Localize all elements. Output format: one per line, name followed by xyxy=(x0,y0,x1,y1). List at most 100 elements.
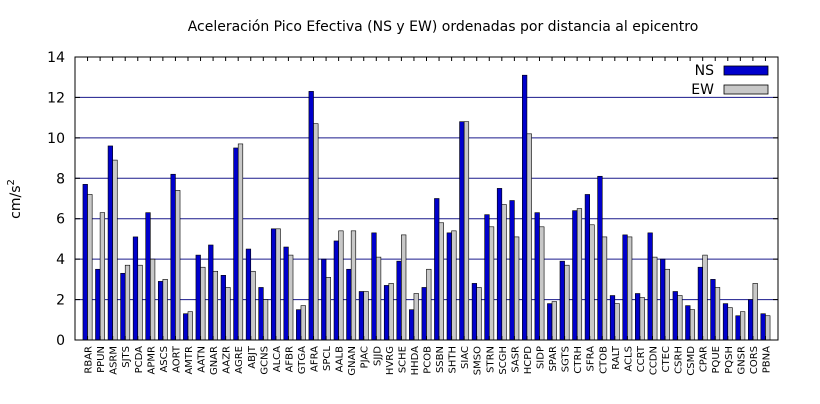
bar-ew xyxy=(652,256,658,341)
x-tick-label: SFRA xyxy=(586,346,597,372)
y-tick-label: 8 xyxy=(56,171,65,187)
x-tick-label: ASRM xyxy=(109,346,120,375)
x-tick-label: GCNS xyxy=(259,346,270,375)
bar-ew xyxy=(526,133,532,341)
x-tick-label: GTGA xyxy=(297,346,308,374)
bar-ns xyxy=(321,258,327,341)
bar-ns xyxy=(95,268,101,341)
x-tick-label: CCDN xyxy=(648,346,659,375)
x-tick-label: AFBR xyxy=(284,346,295,372)
x-tick-label: SMSO xyxy=(473,346,484,375)
bar-ew xyxy=(388,283,394,341)
bar-ns xyxy=(434,198,440,341)
bar-ns xyxy=(697,266,703,341)
bar-ns xyxy=(333,240,339,341)
bar-ew xyxy=(576,208,583,341)
bar-ns xyxy=(421,287,427,341)
bar-ns xyxy=(208,244,214,341)
bar-ew xyxy=(112,159,118,341)
x-tick-label: AALB xyxy=(335,346,346,373)
bar-ns xyxy=(170,173,176,341)
bar-ew xyxy=(275,228,281,341)
x-tick-label: AAZR xyxy=(222,346,233,374)
x-tick-label: CORS xyxy=(749,346,760,374)
x-tick-label: CTRH xyxy=(573,346,584,374)
bar-ns xyxy=(195,254,201,341)
legend-label: EW xyxy=(691,82,714,98)
bar-ns xyxy=(383,285,390,341)
x-tick-label: GNAR xyxy=(209,346,220,375)
bar-ew xyxy=(363,291,369,341)
bar-ew xyxy=(250,270,256,341)
bar-ew xyxy=(212,270,218,341)
bar-ew xyxy=(488,226,495,341)
legend-label: NS xyxy=(695,63,714,79)
legend: NS EW xyxy=(691,63,769,98)
bar-ew xyxy=(288,254,294,341)
bar-ew xyxy=(727,307,733,341)
bar-ns xyxy=(735,315,741,341)
y-ticks: 0 2 4 6 8 10 12 14 xyxy=(47,50,778,349)
bar-ew xyxy=(627,236,633,341)
x-tick-label: STRN xyxy=(485,346,496,373)
bar-ns xyxy=(722,303,729,341)
y-tick-label: 4 xyxy=(56,252,65,268)
bar-ew xyxy=(413,293,419,341)
y-axis-label-superscript: 2 xyxy=(6,179,17,185)
x-tick-label: ABJT xyxy=(247,345,258,369)
bar-ew xyxy=(501,204,507,341)
x-tick-label: APMR xyxy=(146,346,157,374)
x-tick-label: CPAR xyxy=(699,346,710,372)
bar-ns xyxy=(132,236,139,341)
y-tick-label: 6 xyxy=(56,212,65,228)
bar-ns xyxy=(233,147,239,341)
bar-ew xyxy=(187,311,193,341)
x-tick-label: SJJD xyxy=(372,346,383,366)
bar-ew xyxy=(124,264,131,341)
x-tick-label: SGTS xyxy=(561,346,572,372)
bar-ns xyxy=(484,214,490,341)
x-tick-label: PQUE xyxy=(711,346,722,374)
y-tick-label: 0 xyxy=(56,333,65,349)
x-tick-label: SSBN xyxy=(435,346,446,373)
x-tick-label: AORT xyxy=(171,345,182,373)
bar-ew xyxy=(589,224,595,341)
x-tick-label: SPCL xyxy=(322,346,333,371)
bar-ew xyxy=(350,230,357,341)
x-tick-label: AMTR xyxy=(184,346,195,375)
x-tick-label: AGRE xyxy=(234,346,245,374)
x-tick-label: PCOB xyxy=(423,346,434,374)
x-tick-label: CCRT xyxy=(636,345,647,372)
x-tick-label: SIDP xyxy=(535,346,546,369)
x-tick-label: PJAC xyxy=(360,346,371,368)
bar-ns xyxy=(572,210,578,341)
bar-ns xyxy=(358,291,365,341)
bar-ns xyxy=(459,121,465,341)
y-tick-label: 12 xyxy=(47,90,65,106)
x-tick-label: HHDA xyxy=(410,346,421,376)
y-tick-label: 2 xyxy=(56,293,65,309)
bar-ns xyxy=(258,287,264,341)
bar-ew xyxy=(765,315,771,341)
y-tick-label: 10 xyxy=(47,131,65,147)
x-tick-label: PCDA xyxy=(134,346,145,374)
bar-ew xyxy=(162,279,168,341)
bar-ew xyxy=(150,258,156,341)
y-axis-label-base: cm/s xyxy=(8,186,24,219)
bar-ns xyxy=(120,272,126,341)
x-tick-label: AATN xyxy=(197,346,208,373)
bar-ns xyxy=(622,234,628,341)
bar-ew xyxy=(740,311,746,341)
x-tick-label: SPAR xyxy=(548,346,559,372)
x-tick-label: SCGH xyxy=(498,346,509,375)
x-tick-label: RBAR xyxy=(84,346,95,374)
bar-ns xyxy=(409,309,415,341)
x-ticks: RBAR PPUN ASRM SJTS PCDA APMR ASCS AORT AMTR AATN… xyxy=(84,57,772,376)
x-tick-label: CTEC xyxy=(661,346,672,372)
bar-ew xyxy=(664,268,670,341)
bar-ns xyxy=(685,305,691,341)
bar-ew xyxy=(263,299,269,341)
bar-ew xyxy=(401,234,407,341)
